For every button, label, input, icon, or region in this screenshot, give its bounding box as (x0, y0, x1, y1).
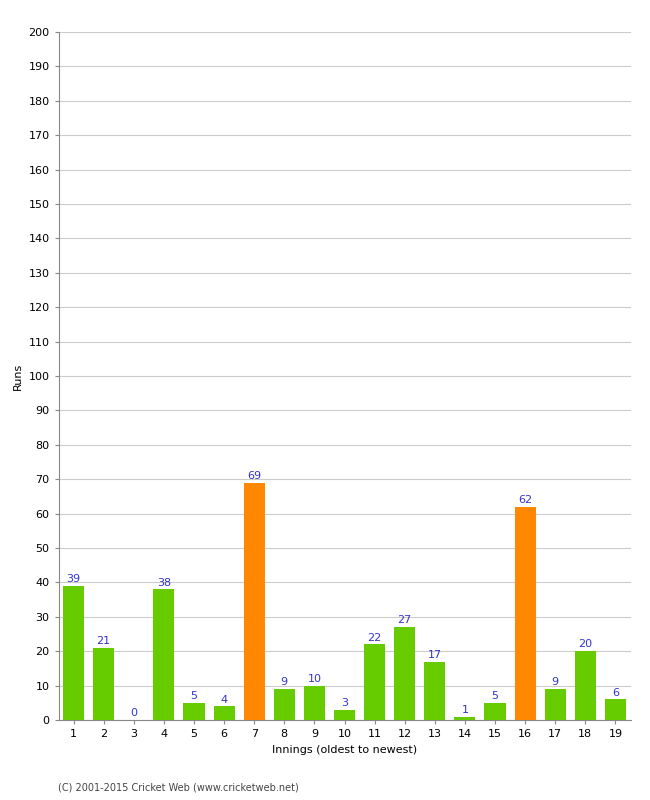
Text: 21: 21 (97, 636, 110, 646)
Text: 6: 6 (612, 688, 619, 698)
Text: 69: 69 (247, 471, 261, 481)
Bar (515, 506, 536, 720)
Bar (93, 648, 114, 720)
Text: 10: 10 (307, 674, 321, 684)
Bar (545, 689, 566, 720)
Bar (244, 482, 265, 720)
Bar (274, 689, 295, 720)
Text: 22: 22 (367, 633, 382, 642)
Bar (153, 590, 174, 720)
Text: 9: 9 (281, 678, 288, 687)
Bar (394, 627, 415, 720)
Bar (63, 586, 84, 720)
Text: 5: 5 (491, 691, 499, 701)
Bar (214, 706, 235, 720)
Bar (454, 717, 475, 720)
Text: 62: 62 (518, 495, 532, 505)
Text: 9: 9 (552, 678, 559, 687)
Text: 5: 5 (190, 691, 198, 701)
Bar (364, 644, 385, 720)
Bar (183, 702, 205, 720)
Text: 39: 39 (66, 574, 81, 584)
Text: 17: 17 (428, 650, 442, 660)
Text: 3: 3 (341, 698, 348, 708)
Bar (484, 702, 506, 720)
Text: 20: 20 (578, 639, 592, 650)
Text: 0: 0 (130, 708, 137, 718)
Bar (334, 710, 355, 720)
Bar (575, 651, 596, 720)
Bar (424, 662, 445, 720)
Text: 38: 38 (157, 578, 171, 587)
Y-axis label: Runs: Runs (13, 362, 23, 390)
Text: 1: 1 (462, 705, 469, 715)
Text: 27: 27 (398, 615, 412, 626)
Bar (304, 686, 325, 720)
Text: 4: 4 (220, 694, 228, 705)
X-axis label: Innings (oldest to newest): Innings (oldest to newest) (272, 745, 417, 754)
Text: (C) 2001-2015 Cricket Web (www.cricketweb.net): (C) 2001-2015 Cricket Web (www.cricketwe… (58, 782, 299, 792)
Bar (605, 699, 626, 720)
